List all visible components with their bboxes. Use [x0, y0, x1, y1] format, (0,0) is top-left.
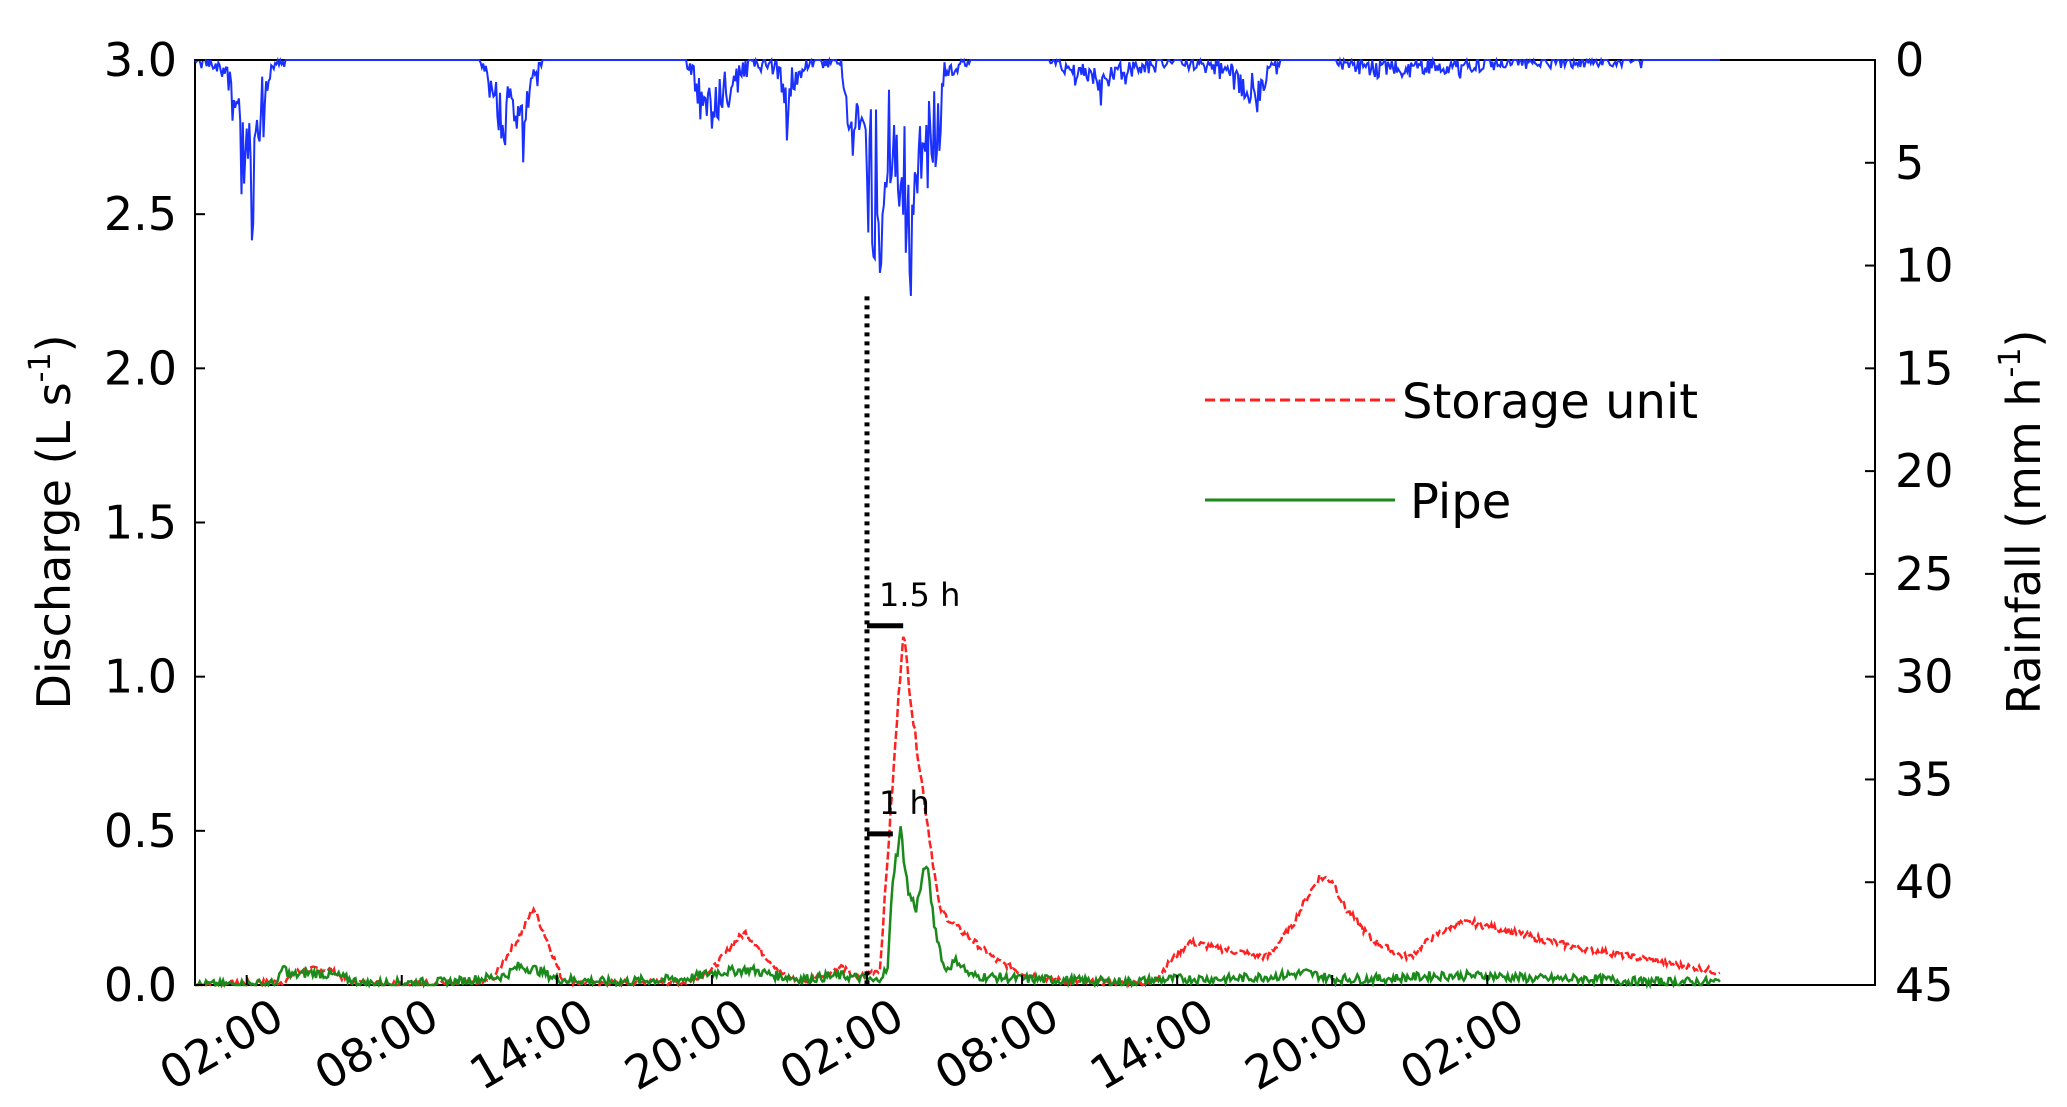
y-right-tick-label: 25	[1895, 547, 1954, 601]
y-left-tick-label: 1.5	[104, 496, 177, 550]
y-right-tick-label: 30	[1895, 650, 1954, 704]
x-tick-label: 08:00	[926, 988, 1068, 1101]
x-tick-label: 02:00	[1391, 988, 1533, 1101]
y-left-axis-title-end: )	[27, 334, 81, 352]
y-right-tick-label: 5	[1895, 136, 1924, 190]
y-left-axis: 0.0 0.5 1.0 1.5 2.0 2.5 3.0	[104, 33, 205, 1012]
y-right-tick-label: 0	[1895, 33, 1924, 87]
pipe-series	[195, 826, 1721, 990]
y-left-axis-title-main: Discharge (L s	[27, 382, 81, 709]
x-axis: 02:00 08:00 14:00 20:00 02:00 08:00 14:00 20:00…	[150, 975, 1533, 1101]
annotation-label-1: 1 h	[879, 784, 930, 822]
x-tick-label: 02:00	[771, 988, 913, 1101]
y-left-tick-label: 0.0	[104, 958, 177, 1012]
y-right-tick-label: 45	[1895, 958, 1954, 1012]
y-right-tick-label: 35	[1895, 752, 1954, 806]
x-tick-label: 14:00	[1081, 988, 1223, 1101]
plot-frame	[194, 59, 1876, 986]
y-left-tick-label: 0.5	[104, 804, 177, 858]
legend-label-storage-unit: Storage unit	[1402, 374, 1698, 430]
annotation-label-0: 1.5 h	[879, 576, 960, 614]
legend: Storage unit Pipe	[1205, 374, 1698, 530]
y-right-tick-label: 20	[1895, 444, 1954, 498]
y-right-tick-label: 40	[1895, 855, 1954, 909]
series-line-storage-unit	[195, 636, 1721, 989]
y-right-axis-title-end: )	[1997, 330, 2051, 348]
x-tick-label: 20:00	[1236, 988, 1378, 1101]
y-left-tick-label: 2.5	[104, 187, 177, 241]
rainfall-series	[194, 56, 1720, 296]
y-right-axis: 0 5 10 15 20 25 30 35 40 45	[1865, 33, 1954, 1012]
y-left-tick-label: 2.0	[104, 341, 177, 395]
series-line-rainfall	[194, 56, 1720, 296]
x-tick-label: 14:00	[461, 988, 603, 1101]
y-right-axis-title-main: Rainfall (mm h	[1997, 377, 2051, 714]
y-right-tick-label: 15	[1895, 341, 1954, 395]
y-right-axis-title-sup: -1	[1993, 348, 2028, 378]
series-line-pipe	[195, 826, 1721, 990]
y-left-axis-title-sup: -1	[23, 352, 58, 382]
y-right-axis-title: Rainfall (mm h-1)	[1993, 330, 2051, 715]
y-left-tick-label: 1.0	[104, 650, 177, 704]
annotations: 1.5 h 1 h	[867, 576, 960, 837]
legend-label-pipe: Pipe	[1410, 474, 1511, 530]
x-tick-label: 20:00	[616, 988, 758, 1101]
y-right-tick-label: 10	[1895, 239, 1954, 293]
y-left-tick-label: 3.0	[104, 33, 177, 87]
x-tick-label: 08:00	[305, 988, 447, 1101]
y-left-axis-title: Discharge (L s-1)	[23, 334, 81, 709]
storage-unit-series	[195, 636, 1721, 989]
